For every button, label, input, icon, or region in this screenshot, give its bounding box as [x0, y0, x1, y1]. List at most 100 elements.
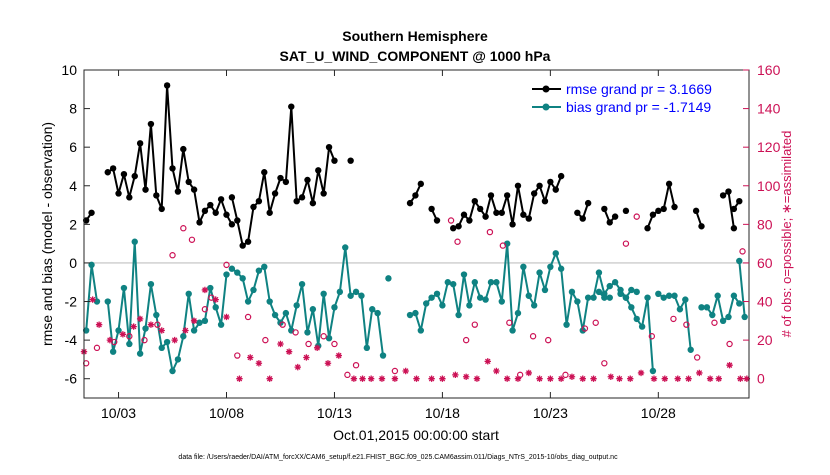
bias-point	[552, 250, 559, 257]
legend-rmse-marker	[542, 85, 550, 93]
rmse-point	[611, 213, 619, 220]
rmse-point	[606, 219, 613, 226]
rmse-point	[428, 205, 435, 213]
bias-point	[363, 344, 371, 352]
rmse-point	[212, 209, 219, 216]
obs-possible-point	[462, 336, 470, 344]
bias-point	[142, 325, 149, 332]
bias-point	[147, 280, 155, 288]
obs-possible-point	[244, 313, 252, 321]
bias-point	[476, 294, 484, 301]
y-left-tick-label: 2	[69, 216, 77, 232]
obs-assimilated-point	[350, 375, 358, 382]
rmse-point	[547, 178, 554, 186]
bias-point	[180, 333, 187, 340]
bias-point	[584, 294, 592, 301]
bias-point	[698, 304, 705, 311]
x-axis-label: Oct.01,2015 00:00:00 start	[333, 427, 499, 443]
rmse-point	[158, 205, 165, 213]
rmse-point	[520, 211, 527, 218]
bias-point	[719, 317, 727, 325]
rmse-point	[730, 205, 738, 213]
obs-assimilated-point	[402, 367, 409, 375]
y-left-tick-label: -2	[65, 294, 78, 310]
obs-possible-point	[739, 248, 746, 255]
rmse-point	[450, 225, 457, 232]
y-left-tick-label: -4	[65, 332, 78, 348]
x-tick-label: 10/08	[209, 405, 244, 421]
obs-assimilated-point	[266, 375, 273, 382]
bias-point	[212, 304, 219, 311]
rmse-point	[104, 169, 111, 176]
bias-point	[622, 294, 630, 301]
obs-assimilated-point	[171, 336, 178, 344]
rmse-point	[417, 180, 425, 188]
bias-point	[450, 280, 457, 288]
bias-point	[250, 286, 257, 294]
y-left-tick-label: 4	[69, 178, 77, 194]
bias-point	[665, 292, 673, 299]
bias-point	[320, 290, 327, 298]
y-right-tick-label: 140	[757, 101, 781, 117]
obs-assimilated-point	[661, 375, 668, 382]
y-right-tick-label: 40	[757, 294, 773, 310]
obs-assimilated-point	[650, 375, 658, 382]
bias-point	[595, 269, 603, 276]
bias-point	[660, 294, 667, 301]
obs-possible-point	[391, 367, 399, 375]
bias-point	[239, 275, 246, 282]
rmse-point	[163, 82, 171, 89]
bias-point	[352, 288, 360, 296]
bias-point	[234, 269, 241, 276]
obs-assimilated-point	[255, 360, 263, 367]
bias-point	[574, 298, 581, 305]
bias-point	[358, 292, 365, 299]
obs-possible-point	[344, 371, 351, 379]
obs-assimilated-point	[158, 327, 165, 334]
obs-assimilated-point	[378, 375, 386, 382]
obs-possible-point	[188, 236, 196, 243]
bias-point	[568, 288, 576, 296]
obs-assimilated-point	[737, 375, 744, 382]
rmse-point	[725, 188, 732, 195]
obs-assimilated-point	[201, 286, 209, 294]
obs-assimilated-point	[428, 375, 435, 382]
bias-point	[736, 257, 743, 265]
rmse-point	[601, 205, 608, 213]
bias-point	[131, 238, 138, 245]
bias-point	[687, 346, 694, 353]
bias-point	[633, 288, 640, 296]
y-left-tick-label: 0	[69, 255, 77, 271]
bias-point	[271, 311, 279, 319]
obs-assimilated-point	[324, 360, 332, 367]
legend-rmse-label: rmse grand pr = 3.1669	[566, 81, 712, 97]
rmse-point	[487, 192, 495, 199]
bias-point	[611, 279, 619, 286]
bias-point	[703, 304, 711, 311]
bias-point	[244, 298, 252, 305]
rmse-point	[406, 199, 414, 207]
y-left-tick-label: 10	[61, 62, 77, 78]
obs-assimilated-point	[484, 358, 491, 365]
x-tick-label: 10/03	[101, 405, 136, 421]
bias-point	[174, 356, 182, 363]
rmse-point	[250, 203, 257, 211]
bias-point	[638, 323, 646, 330]
y-right-tick-label: 160	[757, 62, 781, 78]
rmse-point	[509, 221, 516, 228]
rmse-point	[169, 165, 176, 172]
rmse-point	[309, 199, 317, 207]
bias-point	[725, 313, 732, 321]
rmse-point	[223, 211, 230, 218]
obs-possible-point	[683, 321, 690, 328]
bias-point	[482, 296, 489, 303]
rmse-point	[736, 198, 743, 205]
obs-possible-point	[622, 240, 630, 247]
rmse-point	[136, 140, 144, 147]
bias-point	[153, 311, 160, 319]
obs-possible-point	[141, 336, 148, 344]
rmse-point	[347, 157, 354, 164]
rmse-point	[288, 103, 295, 110]
obs-assimilated-point	[627, 375, 634, 382]
bias-point	[547, 263, 554, 270]
